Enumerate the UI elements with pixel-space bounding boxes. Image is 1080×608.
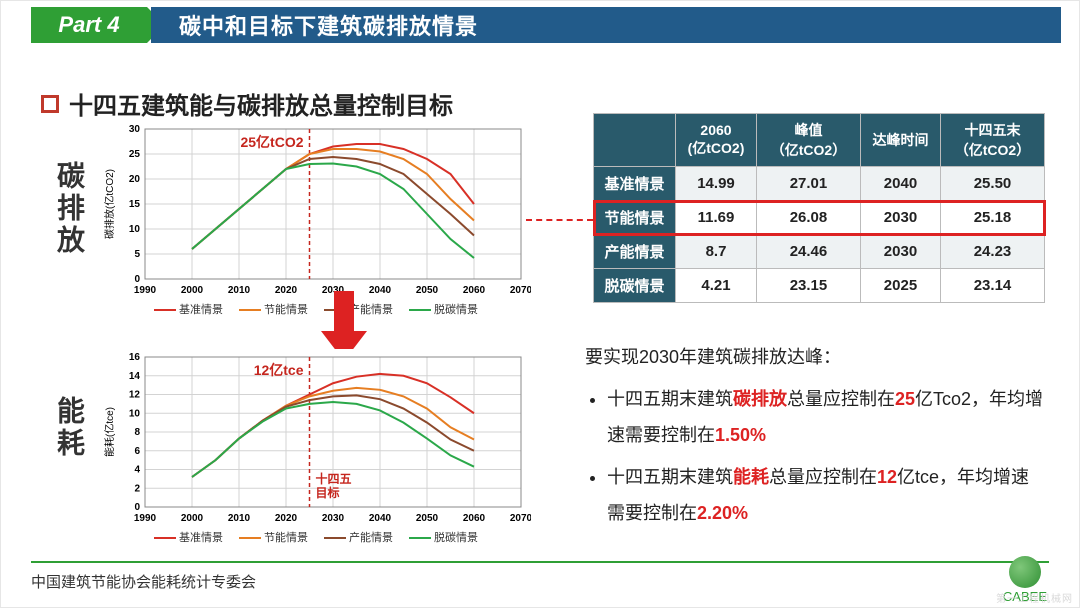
svg-text:2000: 2000 <box>181 285 204 296</box>
summary-notes: 要实现2030年建筑碳排放达峰： 十四五期末建筑碳排放总量应控制在25亿Tco2… <box>585 339 1045 531</box>
table-cell: 2025 <box>860 269 940 303</box>
svg-text:十四五: 十四五 <box>316 471 352 486</box>
svg-text:2060: 2060 <box>463 513 486 524</box>
legend-item: 基准情景 <box>154 532 223 544</box>
svg-text:10: 10 <box>129 408 141 419</box>
slide-header: Part 4 碳中和目标下建筑碳排放情景 <box>1 1 1080 49</box>
table-cell: 24.46 <box>756 235 860 269</box>
svg-text:2: 2 <box>134 483 140 494</box>
svg-text:目标: 目标 <box>316 485 340 500</box>
table-cell: 23.15 <box>756 269 860 303</box>
svg-text:2060: 2060 <box>463 285 486 296</box>
carbon-emission-chart: 0510152025301990200020102020203020402050… <box>101 121 531 301</box>
subheading-text: 十四五建筑能与碳排放总量控制目标 <box>69 86 453 121</box>
square-bullet-icon <box>41 95 59 113</box>
svg-text:30: 30 <box>129 124 141 135</box>
notes-item: 十四五期末建筑碳排放总量应控制在25亿Tco2，年均增速需要控制在1.50% <box>607 381 1045 453</box>
svg-text:0: 0 <box>134 274 140 285</box>
svg-text:16: 16 <box>129 352 141 363</box>
svg-text:2020: 2020 <box>275 513 298 524</box>
svg-text:2020: 2020 <box>275 285 298 296</box>
svg-text:2040: 2040 <box>369 285 392 296</box>
highlight-connector-line <box>526 219 593 221</box>
notes-intro: 要实现2030年建筑碳排放达峰： <box>585 339 1045 375</box>
svg-text:2050: 2050 <box>416 285 439 296</box>
table-cell: 8.7 <box>676 235 757 269</box>
svg-text:25: 25 <box>129 149 141 160</box>
footer-org: 中国建筑节能协会能耗统计专委会 <box>31 571 256 592</box>
legend-item: 脱碳情景 <box>409 532 478 544</box>
vertical-label-bottom: 能耗 <box>49 396 89 460</box>
table-cell: 25.50 <box>941 167 1045 201</box>
svg-text:2040: 2040 <box>369 513 392 524</box>
svg-text:14: 14 <box>129 371 141 382</box>
table-row: 基准情景14.9927.01204025.50 <box>594 167 1045 201</box>
header-title: 碳中和目标下建筑碳排放情景 <box>151 7 1061 43</box>
table-cell: 2030 <box>860 235 940 269</box>
part-badge: Part 4 <box>31 7 147 43</box>
table-cell: 2040 <box>860 167 940 201</box>
table-row-highlight <box>593 200 1046 236</box>
table-row-label: 产能情景 <box>594 235 676 269</box>
svg-text:5: 5 <box>134 249 140 260</box>
svg-text:25亿tCO2: 25亿tCO2 <box>240 134 303 150</box>
legend-item: 节能情景 <box>239 532 308 544</box>
table-row-label: 脱碳情景 <box>594 269 676 303</box>
table-row: 脱碳情景4.2123.15202523.14 <box>594 269 1045 303</box>
table-row: 产能情景8.724.46203024.23 <box>594 235 1045 269</box>
svg-text:能耗(亿tce): 能耗(亿tce) <box>103 407 116 457</box>
table-cell: 23.14 <box>941 269 1045 303</box>
table-cell: 27.01 <box>756 167 860 201</box>
energy-consumption-chart: 0 2 4 6 8 10 12 14 16 1990 2000 2010 2020 2030 2040 205… <box>101 349 531 529</box>
watermark: 第一工程机械网 <box>996 590 1073 605</box>
table-header-cell: 十四五末（亿tCO2） <box>941 114 1045 167</box>
chart2-legend: 基准情景 节能情景 产能情景 脱碳情景 <box>101 529 531 545</box>
svg-text:4: 4 <box>134 465 140 476</box>
legend-item: 脱碳情景 <box>409 304 478 316</box>
notes-item: 十四五期末建筑能耗总量应控制在12亿tce，年均增速需要控制在2.20% <box>607 459 1045 531</box>
svg-text:碳排放(亿tCO2): 碳排放(亿tCO2) <box>103 169 116 239</box>
footer-divider <box>31 561 1049 563</box>
svg-text:2030: 2030 <box>322 513 345 524</box>
svg-text:2050: 2050 <box>416 513 439 524</box>
svg-text:2010: 2010 <box>228 513 251 524</box>
svg-text:6: 6 <box>134 446 140 457</box>
svg-text:15: 15 <box>129 199 141 210</box>
legend-item: 产能情景 <box>324 532 393 544</box>
notes-list: 十四五期末建筑碳排放总量应控制在25亿Tco2，年均增速需要控制在1.50%十四… <box>585 381 1045 531</box>
legend-item: 基准情景 <box>154 304 223 316</box>
table-header-cell: 峰值（亿tCO2） <box>756 114 860 167</box>
table-header-cell <box>594 114 676 167</box>
globe-icon <box>1009 556 1041 588</box>
svg-text:2010: 2010 <box>228 285 251 296</box>
legend-item: 节能情景 <box>239 304 308 316</box>
svg-text:2070: 2070 <box>510 285 531 296</box>
table-cell: 4.21 <box>676 269 757 303</box>
subheading: 十四五建筑能与碳排放总量控制目标 <box>41 86 453 121</box>
svg-text:1990: 1990 <box>134 513 157 524</box>
svg-text:12: 12 <box>129 390 141 401</box>
vertical-label-top: 碳排放 <box>49 161 89 257</box>
svg-text:0: 0 <box>134 502 140 513</box>
svg-text:8: 8 <box>134 427 140 438</box>
svg-text:20: 20 <box>129 174 141 185</box>
chart1-legend: 基准情景节能情景产能情景脱碳情景 <box>101 301 531 317</box>
table-header-cell: 达峰时间 <box>860 114 940 167</box>
table-header-cell: 2060(亿tCO2) <box>676 114 757 167</box>
table-cell: 24.23 <box>941 235 1045 269</box>
svg-text:1990: 1990 <box>134 285 157 296</box>
svg-text:10: 10 <box>129 224 141 235</box>
table-cell: 14.99 <box>676 167 757 201</box>
svg-text:12亿tce: 12亿tce <box>254 362 304 378</box>
table-row-label: 基准情景 <box>594 167 676 201</box>
svg-text:2000: 2000 <box>181 513 204 524</box>
svg-text:2070: 2070 <box>510 513 531 524</box>
table-header-row: 2060(亿tCO2)峰值（亿tCO2）达峰时间十四五末（亿tCO2） <box>594 114 1045 167</box>
